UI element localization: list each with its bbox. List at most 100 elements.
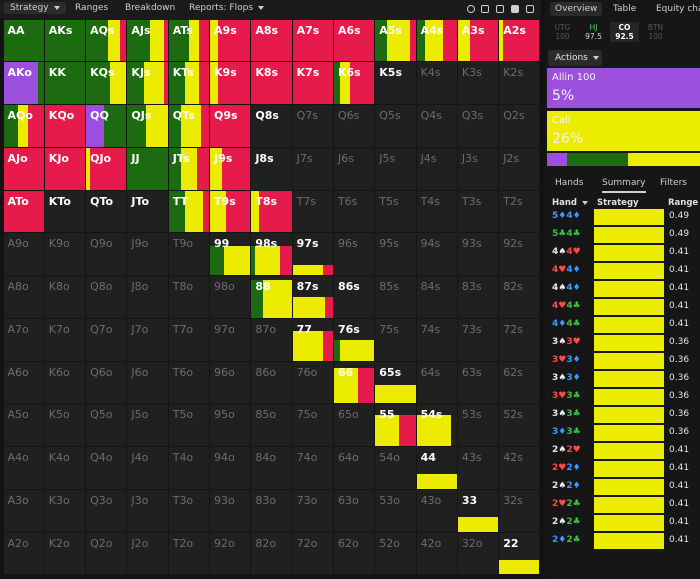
hand-cell[interactable]: 44 bbox=[416, 447, 457, 489]
hand-cell[interactable]: JJ bbox=[127, 147, 168, 190]
hand-cell[interactable]: 65s bbox=[375, 361, 416, 404]
hand-row[interactable]: 2♦2♣ 0.41 bbox=[545, 532, 700, 550]
hand-cell[interactable]: 97s bbox=[292, 233, 333, 276]
hand-cell[interactable]: 85s bbox=[375, 276, 416, 318]
hand-cell[interactable]: T4s bbox=[416, 190, 457, 233]
hand-cell[interactable]: 92o bbox=[210, 532, 251, 575]
hand-cell[interactable]: K3o bbox=[44, 489, 86, 532]
column-header[interactable]: Strategy bbox=[597, 198, 639, 208]
hand-cell[interactable]: 84s bbox=[416, 276, 457, 318]
hand-cell[interactable]: K3s bbox=[457, 62, 499, 105]
icon-button[interactable] bbox=[526, 5, 534, 13]
hand-cell[interactable]: ATs bbox=[168, 19, 210, 62]
hand-cell[interactable]: KJo bbox=[44, 147, 86, 190]
hand-row[interactable]: 3♥3♣ 0.36 bbox=[545, 388, 700, 406]
hand-cell[interactable]: K9o bbox=[44, 233, 86, 276]
hand-row[interactable]: 4♥4♦ 0.41 bbox=[545, 262, 700, 280]
hand-row[interactable]: 3♦3♣ 0.36 bbox=[545, 424, 700, 442]
hand-cell[interactable]: A5s bbox=[375, 19, 416, 62]
column-header[interactable]: Range bbox=[668, 198, 699, 208]
hand-cell[interactable]: K8s bbox=[251, 62, 292, 105]
hand-cell[interactable]: K6o bbox=[44, 361, 86, 404]
hand-row[interactable]: 5♦4♦ 0.49 bbox=[545, 208, 700, 226]
hand-cell[interactable]: A6o bbox=[3, 361, 44, 404]
hand-cell[interactable]: 52s bbox=[499, 404, 540, 447]
hand-cell[interactable]: T5s bbox=[375, 190, 416, 233]
hand-cell[interactable]: KQs bbox=[86, 62, 127, 105]
hand-cell[interactable]: K2s bbox=[499, 62, 540, 105]
hand-cell[interactable]: K7o bbox=[44, 318, 86, 361]
hand-cell[interactable]: 87o bbox=[251, 318, 292, 361]
hand-cell[interactable]: 83s bbox=[457, 276, 499, 318]
hand-cell[interactable]: Q3o bbox=[86, 489, 127, 532]
position-button[interactable]: UTG 100 bbox=[548, 22, 577, 42]
hand-cell[interactable]: 95s bbox=[375, 233, 416, 276]
hand-cell[interactable]: AA bbox=[3, 19, 44, 62]
hand-cell[interactable]: J5o bbox=[127, 404, 168, 447]
hand-cell[interactable]: KQo bbox=[44, 105, 86, 147]
hand-cell[interactable]: 82o bbox=[251, 532, 292, 575]
hand-cell[interactable]: KK bbox=[44, 62, 86, 105]
hand-cell[interactable]: 98s bbox=[251, 233, 292, 276]
hand-cell[interactable]: Q6s bbox=[333, 105, 375, 147]
hand-cell[interactable]: 83o bbox=[251, 489, 292, 532]
hand-cell[interactable]: 32o bbox=[457, 532, 499, 575]
hand-cell[interactable]: K2o bbox=[44, 532, 86, 575]
hand-cell[interactable]: 55 bbox=[375, 404, 416, 447]
hand-cell[interactable]: KTo bbox=[44, 190, 86, 233]
hand-cell[interactable]: J9o bbox=[127, 233, 168, 276]
hand-cell[interactable]: Q9s bbox=[210, 105, 251, 147]
hand-cell[interactable]: AQs bbox=[86, 19, 127, 62]
hand-cell[interactable]: T7s bbox=[292, 190, 333, 233]
hand-cell[interactable]: Q7o bbox=[86, 318, 127, 361]
action-card[interactable]: Allin 100 5% bbox=[547, 68, 700, 108]
hand-row[interactable]: 2♠2♣ 0.41 bbox=[545, 514, 700, 532]
hand-cell[interactable]: K7s bbox=[292, 62, 333, 105]
hand-cell[interactable]: T6s bbox=[333, 190, 375, 233]
hand-cell[interactable]: Q3s bbox=[457, 105, 499, 147]
hand-cell[interactable]: 72s bbox=[499, 318, 540, 361]
hand-cell[interactable]: T3s bbox=[457, 190, 499, 233]
actions-button[interactable]: Actions bbox=[548, 50, 602, 66]
hand-cell[interactable]: JTs bbox=[168, 147, 210, 190]
hand-cell[interactable]: 63o bbox=[333, 489, 375, 532]
hand-cell[interactable]: 95o bbox=[210, 404, 251, 447]
hand-cell[interactable]: 94o bbox=[210, 447, 251, 489]
hand-cell[interactable]: 75o bbox=[292, 404, 333, 447]
hand-cell[interactable]: 87s bbox=[292, 276, 333, 318]
hand-cell[interactable]: A7o bbox=[3, 318, 44, 361]
hand-cell[interactable]: T5o bbox=[168, 404, 210, 447]
hand-cell[interactable]: T9o bbox=[168, 233, 210, 276]
hand-cell[interactable]: Q8o bbox=[86, 276, 127, 318]
list-tab[interactable]: Hands bbox=[555, 178, 584, 188]
hand-cell[interactable]: 82s bbox=[499, 276, 540, 318]
hand-cell[interactable]: JTo bbox=[127, 190, 168, 233]
list-tab[interactable]: Filters bbox=[660, 178, 687, 188]
action-card[interactable]: Call 26% bbox=[547, 111, 700, 151]
hand-cell[interactable]: 72o bbox=[292, 532, 333, 575]
hand-cell[interactable]: QTs bbox=[168, 105, 210, 147]
hand-cell[interactable]: K9s bbox=[210, 62, 251, 105]
hand-cell[interactable]: 53s bbox=[457, 404, 499, 447]
position-button[interactable]: BTN 100 bbox=[641, 22, 670, 42]
hand-row[interactable]: 4♦4♣ 0.41 bbox=[545, 316, 700, 334]
hand-cell[interactable]: Q7s bbox=[292, 105, 333, 147]
hand-cell[interactable]: 33 bbox=[457, 489, 499, 532]
hand-cell[interactable]: 73o bbox=[292, 489, 333, 532]
hand-row[interactable]: 2♠2♦ 0.41 bbox=[545, 478, 700, 496]
hand-cell[interactable]: 92s bbox=[499, 233, 540, 276]
hand-cell[interactable]: Q2o bbox=[86, 532, 127, 575]
hand-cell[interactable]: A9s bbox=[210, 19, 251, 62]
panel-tab[interactable]: Equity chart bbox=[656, 4, 700, 14]
hand-cell[interactable]: T8o bbox=[168, 276, 210, 318]
hand-cell[interactable]: A5o bbox=[3, 404, 44, 447]
hand-cell[interactable]: A9o bbox=[3, 233, 44, 276]
tab-reports[interactable]: Reports: Flops bbox=[189, 3, 265, 13]
hand-cell[interactable]: 93o bbox=[210, 489, 251, 532]
hand-cell[interactable]: T6o bbox=[168, 361, 210, 404]
hand-cell[interactable]: 94s bbox=[416, 233, 457, 276]
hand-cell[interactable]: 43o bbox=[416, 489, 457, 532]
hand-cell[interactable]: A3o bbox=[3, 489, 44, 532]
hand-row[interactable]: 3♠3♦ 0.36 bbox=[545, 370, 700, 388]
hand-cell[interactable]: 54s bbox=[416, 404, 457, 447]
